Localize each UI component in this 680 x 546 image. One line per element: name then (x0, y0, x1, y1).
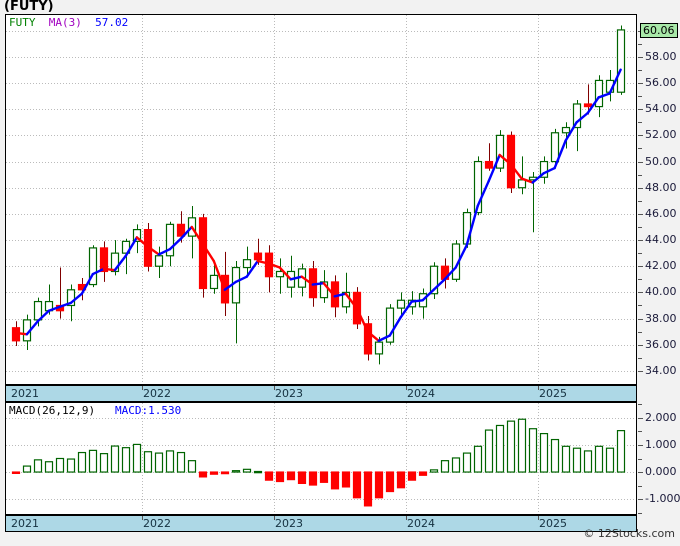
macd-y-tick (638, 472, 643, 474)
price-y-tick (638, 161, 643, 163)
price-year-label: 2024 (407, 387, 435, 400)
price-y-minor-tick (638, 174, 642, 176)
macd-y-tick (638, 444, 643, 446)
macd-y-tick-label: 2.000 (645, 410, 677, 424)
price-y-minor-tick (638, 279, 642, 281)
macd-year-label-tick (142, 516, 143, 520)
last-price-badge: 60.06 (640, 22, 678, 38)
watermark: © 12Stocks.com (583, 527, 675, 540)
price-y-minor-tick (638, 200, 642, 202)
price-y-tick (638, 266, 643, 268)
price-y-tick-label: 50.00 (645, 154, 677, 168)
macd-legend: MACD(26,12,9) MACD:1.530 (9, 404, 181, 417)
price-year-label: 2023 (275, 387, 303, 400)
price-y-tick (638, 318, 643, 320)
price-y-minor-tick (638, 253, 642, 255)
price-y-tick-label: 38.00 (645, 311, 677, 325)
price-year-label-tick (538, 386, 539, 390)
macd-y-minor-tick (638, 431, 642, 433)
price-y-tick (638, 344, 643, 346)
macd-chart-panel (5, 402, 637, 515)
macd-year-label-tick (538, 516, 539, 520)
price-y-tick-label: 44.00 (645, 233, 677, 247)
price-y-tick (638, 109, 643, 111)
macd-y-minor-tick (638, 458, 642, 460)
price-y-tick (638, 370, 643, 372)
macd-y-tick-label: 1.000 (645, 437, 677, 451)
price-y-minor-tick (638, 305, 642, 307)
macd-x-axis: 2021 2022 2023 2024 2025 (5, 515, 637, 532)
price-legend: FUTY MA(3) 57.02 (9, 16, 128, 29)
price-y-tick (638, 83, 643, 85)
legend-ma-value: 57.02 (95, 16, 129, 29)
price-y-tick (638, 135, 643, 137)
price-y-tick (638, 240, 643, 242)
macd-legend-label: MACD(26,12,9) (9, 404, 96, 417)
price-y-minor-tick (638, 96, 642, 98)
price-y-tick-label: 36.00 (645, 337, 677, 351)
legend-ma-label: MA(3) (48, 16, 82, 29)
price-y-tick-label: 46.00 (645, 206, 677, 220)
price-year-label: 2021 (11, 387, 39, 400)
price-y-tick-label: 48.00 (645, 180, 677, 194)
price-y-minor-tick (638, 331, 642, 333)
price-y-tick-label: 40.00 (645, 285, 677, 299)
chart-title: (FUTY) (4, 0, 54, 14)
price-y-minor-tick (638, 69, 642, 71)
macd-year-label: 2022 (143, 517, 171, 530)
price-x-axis: 2021 2022 2023 2024 2025 (5, 385, 637, 402)
macd-y-tick (638, 499, 643, 501)
price-year-label: 2025 (539, 387, 567, 400)
macd-y-tick (638, 417, 643, 419)
price-y-tick (638, 213, 643, 215)
macd-year-label: 2024 (407, 517, 435, 530)
price-y-tick-label: 54.00 (645, 102, 677, 116)
macd-y-minor-tick (638, 404, 642, 406)
price-y-tick-label: 58.00 (645, 49, 677, 63)
macd-year-label: 2025 (539, 517, 567, 530)
price-y-tick-label: 34.00 (645, 363, 677, 377)
price-plot (6, 15, 636, 384)
price-year-label: 2022 (143, 387, 171, 400)
price-y-tick (638, 56, 643, 58)
macd-year-label: 2021 (11, 517, 39, 530)
macd-year-label: 2023 (275, 517, 303, 530)
price-y-tick (638, 292, 643, 294)
price-y-minor-tick (638, 43, 642, 45)
price-y-tick-label: 42.00 (645, 259, 677, 273)
price-y-minor-tick (638, 148, 642, 150)
macd-plot (6, 403, 636, 514)
price-y-tick (638, 187, 643, 189)
macd-y-tick-label: -1.000 (645, 492, 680, 506)
price-y-tick-label: 56.00 (645, 76, 677, 90)
macd-year-label-tick (406, 516, 407, 520)
macd-legend-value: MACD:1.530 (114, 404, 182, 417)
price-y-minor-tick (638, 226, 642, 228)
price-y-minor-tick (638, 122, 642, 124)
macd-year-label-tick (274, 516, 275, 520)
macd-y-minor-tick (638, 485, 642, 487)
price-year-label-tick (406, 386, 407, 390)
price-chart-panel (5, 14, 637, 385)
price-y-minor-tick (638, 357, 642, 359)
legend-symbol: FUTY (9, 16, 36, 29)
price-year-label-tick (274, 386, 275, 390)
price-year-label-tick (142, 386, 143, 390)
price-y-tick-label: 52.00 (645, 128, 677, 142)
macd-y-tick-label: 0.000 (645, 465, 677, 479)
macd-y-minor-tick (638, 512, 642, 514)
